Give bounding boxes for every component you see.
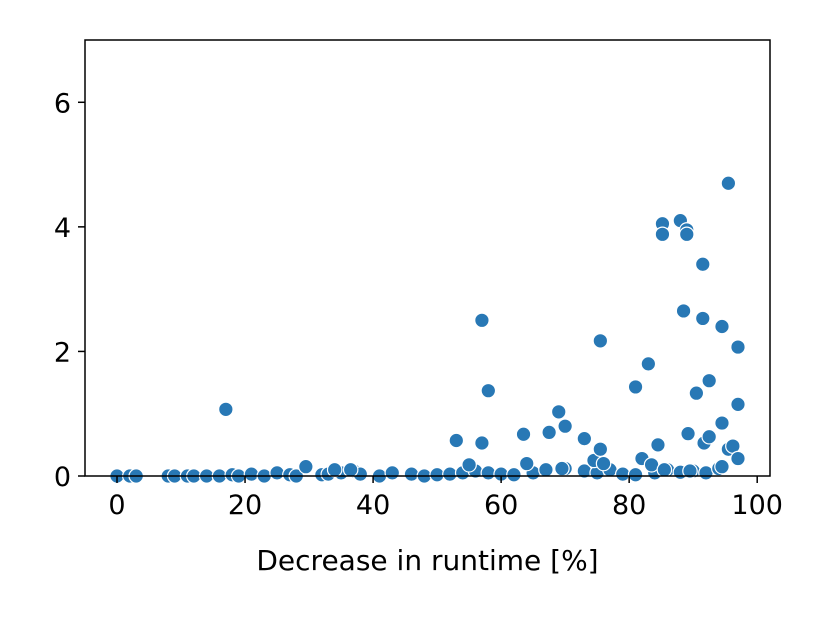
y-tick-label: 4 [54,213,71,244]
data-point [694,256,711,273]
data-point [474,312,490,329]
data-point [730,396,746,413]
data-point [656,461,673,478]
data-point [595,455,612,472]
data-point [218,401,234,418]
data-point [714,318,730,335]
data-point [592,441,609,458]
data-point [384,465,401,481]
data-point [269,465,285,481]
data-point [480,465,497,481]
y-tick-label: 6 [54,88,71,119]
y-tick-label: 0 [54,462,71,493]
data-point [675,303,692,319]
data-point [730,339,746,355]
data-point [342,461,359,478]
plot-area-frame [84,39,771,477]
x-axis-ticks: 0 20 40 60 80 100 [108,476,783,521]
data-point [550,404,567,420]
data-point [680,425,696,442]
data-point [694,310,711,327]
data-point [627,379,644,395]
data-point [442,466,458,482]
points-layer [109,175,746,484]
data-point [480,382,497,399]
data-point [474,435,490,451]
x-axis-label: Decrease in runtime [%] [256,544,598,577]
data-point [518,455,535,472]
data-point [506,466,522,483]
x-tick-label: 60 [484,490,518,521]
data-point [654,226,671,243]
data-point [701,428,717,445]
data-point [243,466,260,482]
x-tick-label: 100 [731,490,783,521]
y-tick-label: 2 [54,337,71,368]
data-point [461,456,477,473]
y-axis-ticks: 0 2 4 6 [54,88,85,493]
data-point [714,415,730,431]
data-point [592,333,609,349]
data-point [701,372,717,389]
data-point [640,356,657,372]
x-tick-label: 40 [356,490,390,521]
data-point [554,460,570,477]
data-point [627,466,644,483]
x-tick-label: 0 [108,490,125,521]
x-tick-label: 80 [612,490,646,521]
data-point [678,226,695,243]
data-point [688,385,705,401]
data-point [541,424,557,441]
data-point [576,430,593,447]
data-point [403,466,420,482]
data-point [448,432,465,449]
data-point [515,426,532,443]
data-point [298,458,314,475]
data-point [720,175,737,192]
data-point [730,450,746,467]
data-point [682,463,698,479]
x-tick-label: 20 [228,490,262,521]
data-point [538,461,554,478]
data-point [714,458,730,475]
data-point [557,418,573,434]
data-point [650,437,666,453]
data-point [326,461,343,478]
